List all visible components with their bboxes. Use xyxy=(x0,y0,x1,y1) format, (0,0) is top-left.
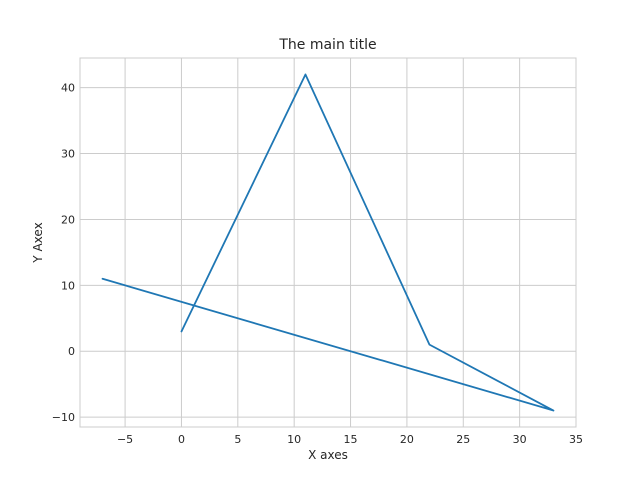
x-axis-label: X axes xyxy=(308,448,348,462)
x-tick-label: 15 xyxy=(344,433,358,446)
y-tick-label: 30 xyxy=(61,148,75,161)
chart-title: The main title xyxy=(278,37,376,53)
x-tick-label: 25 xyxy=(456,433,470,446)
y-tick-label: 0 xyxy=(68,345,75,358)
y-tick-label: −10 xyxy=(52,411,75,424)
y-tick-label: 20 xyxy=(61,213,75,226)
series-layer xyxy=(101,73,555,412)
plot-frame xyxy=(79,57,577,428)
y-tick-label: 10 xyxy=(61,279,75,292)
y-tick-labels: −10 0 10 20 30 40 xyxy=(52,82,75,424)
x-tick-labels: −5 0 5 10 15 20 25 30 35 xyxy=(117,433,583,446)
x-tick-label: 30 xyxy=(513,433,527,446)
series-line xyxy=(101,73,555,412)
x-tick-label: 10 xyxy=(287,433,301,446)
x-tick-label: 0 xyxy=(178,433,185,446)
x-tick-label: 20 xyxy=(400,433,414,446)
x-tick-label: 5 xyxy=(234,433,241,446)
x-tick-label: −5 xyxy=(117,433,133,446)
y-axis-label: Y Axex xyxy=(31,222,45,263)
y-tick-label: 40 xyxy=(61,82,75,95)
x-tick-label: 35 xyxy=(569,433,583,446)
